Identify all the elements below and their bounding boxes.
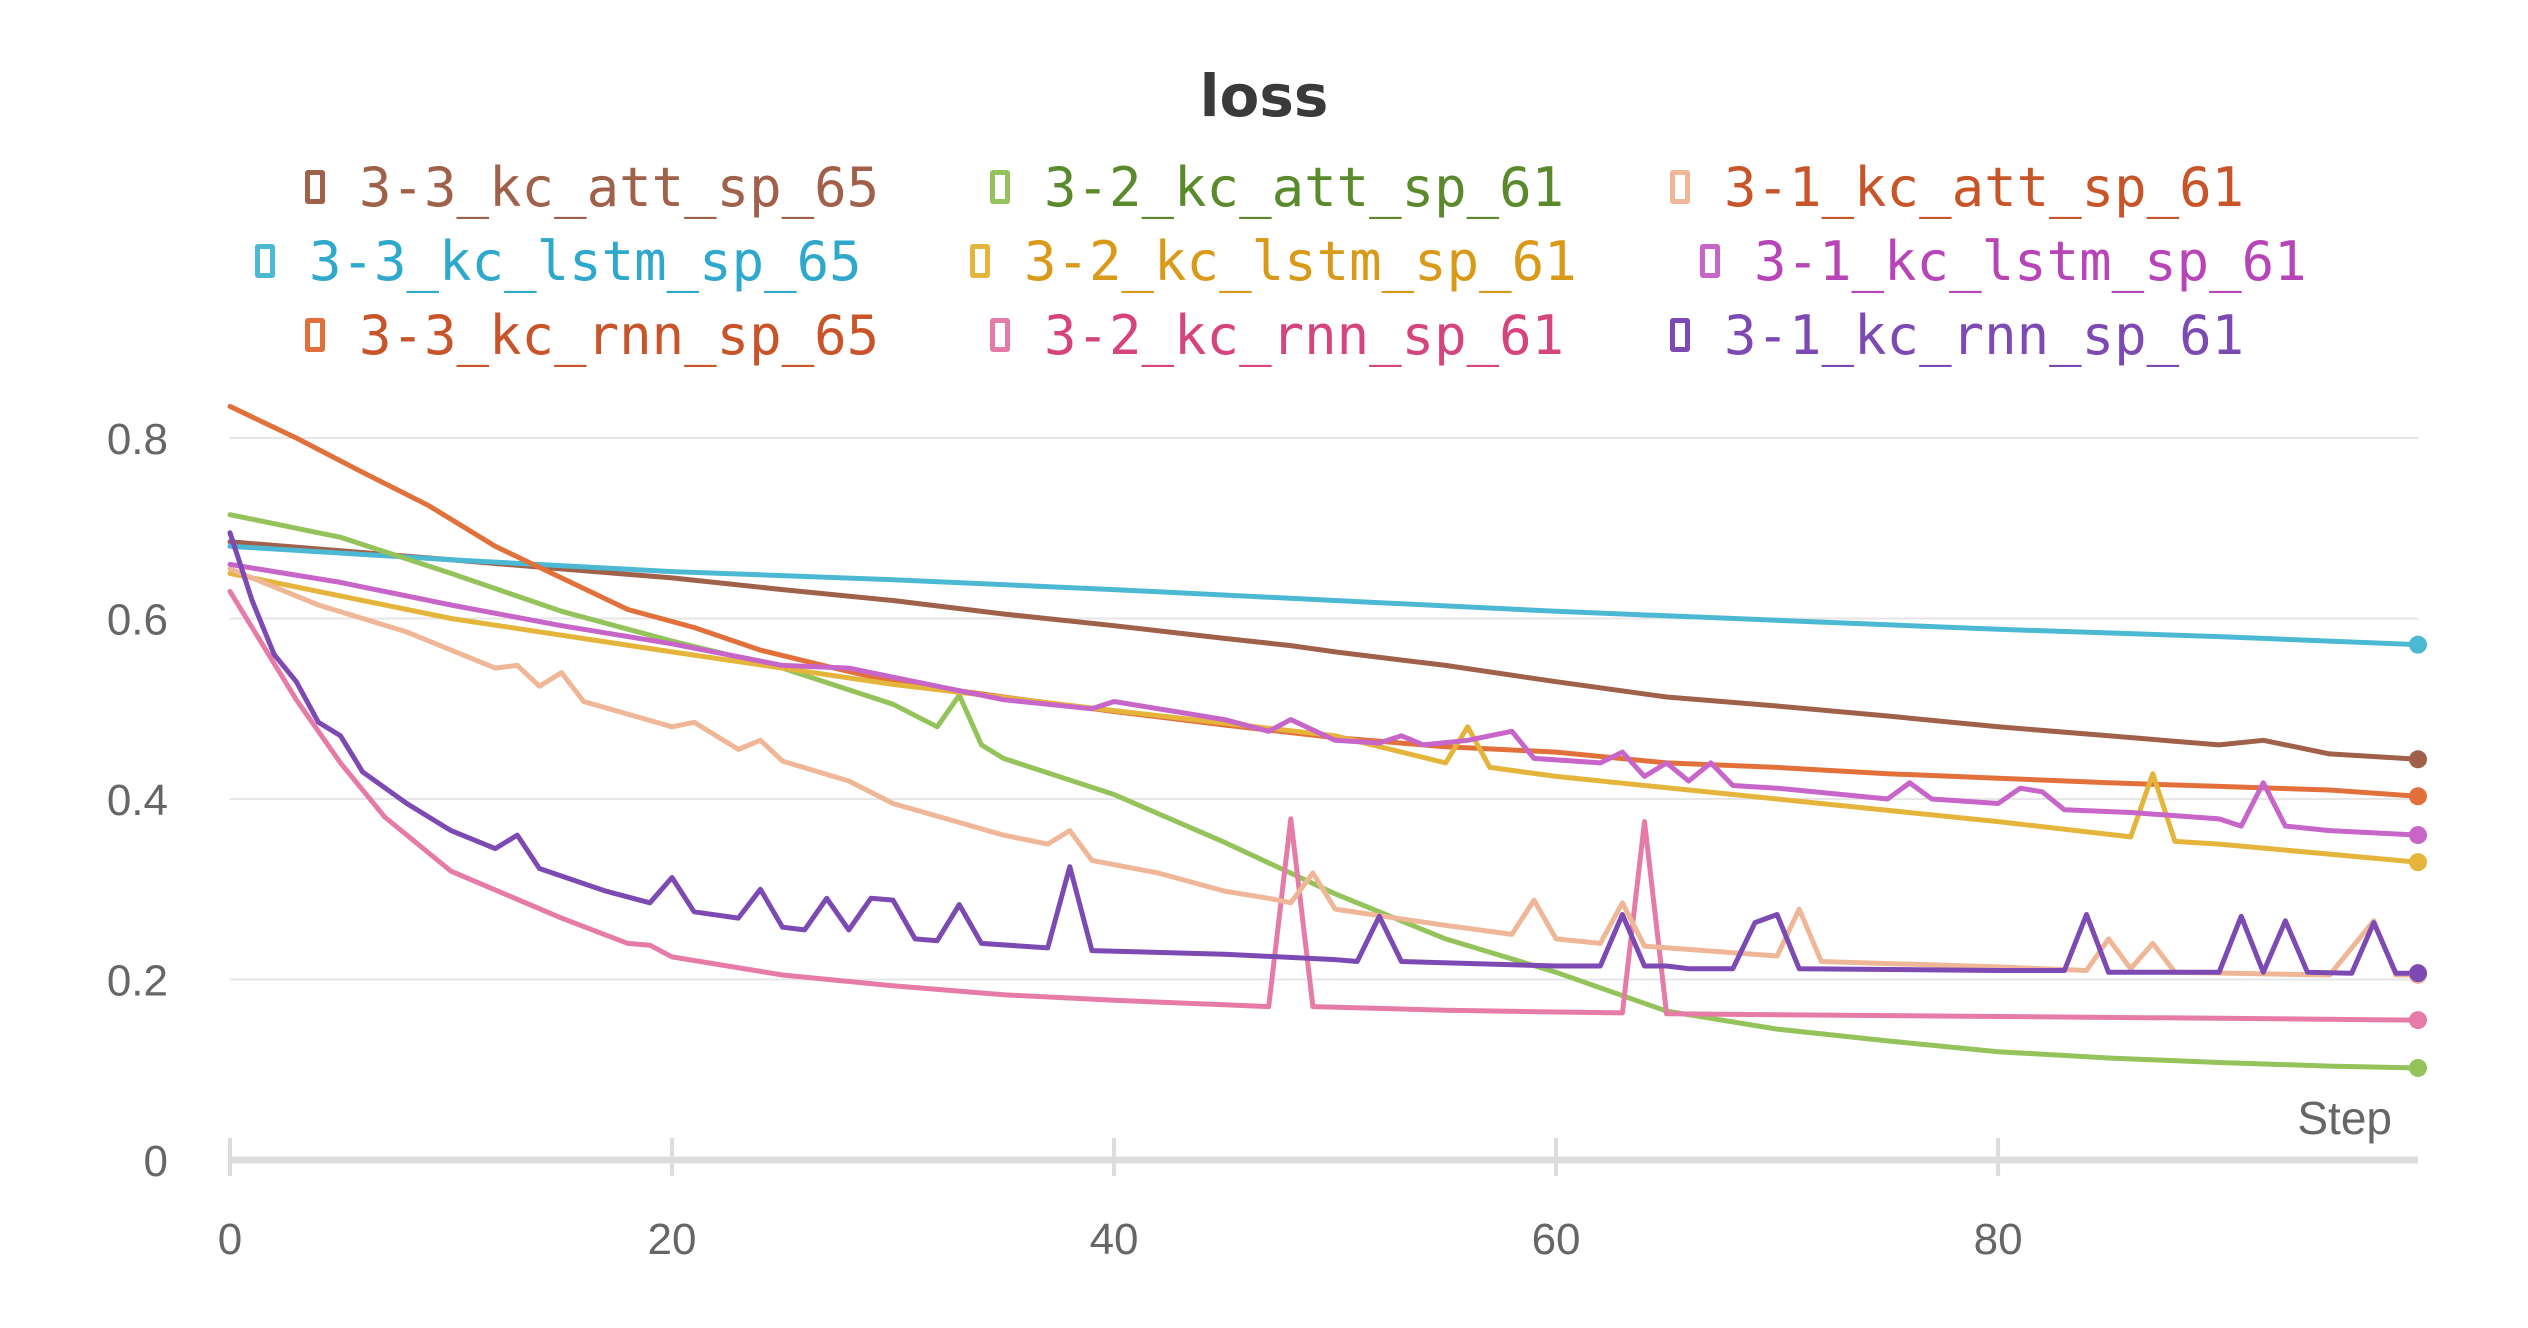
legend-swatch-icon [305, 318, 325, 352]
legend-label: 3-3_kc_rnn_sp_65 [359, 303, 880, 367]
legend-row: 3-3_kc_lstm_sp_65 3-2_kc_lstm_sp_61 3-1_kc… [0, 224, 2528, 298]
legend-swatch-icon [970, 244, 990, 278]
series-line-3-2_kc_rnn_sp_61 [227, 588, 2421, 1023]
legend-label: 3-1_kc_lstm_sp_61 [1754, 229, 2307, 293]
series-endpoint-3-3_kc_rnn_sp_65 [2409, 787, 2427, 806]
legend-row: 3-3_kc_att_sp_65 3-2_kc_att_sp_61 3-1_kc_a… [0, 150, 2528, 224]
series-endpoint-3-1_kc_lstm_sp_61 [2409, 826, 2427, 845]
legend-label: 3-3_kc_lstm_sp_65 [309, 229, 862, 293]
legend-swatch-icon [990, 170, 1010, 204]
legend-item[interactable]: 3-3_kc_lstm_sp_65 [255, 224, 862, 298]
series-line-3-2_kc_lstm_sp_61 [227, 570, 2421, 865]
legend-item[interactable]: 3-1_kc_att_sp_61 [1670, 150, 2244, 224]
legend-swatch-icon [1670, 170, 1690, 204]
series-endpoint-3-2_kc_att_sp_61 [2409, 1058, 2427, 1077]
series-line-3-1_kc_lstm_sp_61 [227, 561, 2421, 838]
legend-item[interactable]: 3-1_kc_rnn_sp_61 [1670, 298, 2244, 372]
legend-swatch-icon [305, 170, 325, 204]
legend-swatch-icon [1670, 318, 1690, 352]
legend-row: 3-3_kc_rnn_sp_65 3-2_kc_rnn_sp_61 3-1_kc_r… [0, 298, 2528, 372]
legend-label: 3-2_kc_att_sp_61 [1044, 155, 1565, 219]
x-tick-label: 20 [648, 1215, 697, 1264]
x-tick-label: 0 [218, 1215, 242, 1264]
x-tick-label: 40 [1090, 1215, 1139, 1264]
legend-swatch-icon [1700, 244, 1720, 278]
legend-label: 3-2_kc_rnn_sp_61 [1044, 303, 1565, 367]
legend-item[interactable]: 3-1_kc_lstm_sp_61 [1700, 224, 2307, 298]
legend-item[interactable]: 3-3_kc_rnn_sp_65 [305, 298, 879, 372]
legend-item[interactable]: 3-2_kc_att_sp_61 [990, 150, 1564, 224]
series-line-3-3_kc_att_sp_65 [227, 539, 2421, 762]
legend-label: 3-1_kc_att_sp_61 [1724, 155, 2245, 219]
series-line-3-3_kc_lstm_sp_65 [227, 543, 2421, 648]
legend-swatch-icon [990, 318, 1010, 352]
x-tick-label: 80 [1974, 1215, 2023, 1264]
series-endpoint-3-1_kc_rnn_sp_61 [2409, 964, 2427, 983]
x-axis-label: Step [2297, 1092, 2392, 1144]
legend-label: 3-1_kc_rnn_sp_61 [1724, 303, 2245, 367]
legend-item[interactable]: 3-3_kc_att_sp_65 [305, 150, 879, 224]
series-endpoint-3-2_kc_lstm_sp_61 [2409, 853, 2427, 872]
y-tick-label: 0.6 [107, 596, 168, 645]
legend-label: 3-3_kc_att_sp_65 [359, 155, 880, 219]
legend-label: 3-2_kc_lstm_sp_61 [1024, 229, 1577, 293]
legend-swatch-icon [255, 244, 275, 278]
legend-item[interactable]: 3-2_kc_rnn_sp_61 [990, 298, 1564, 372]
y-tick-label: 0.4 [107, 776, 168, 825]
chart-title: loss [1199, 62, 1329, 130]
x-tick-label: 60 [1532, 1215, 1581, 1264]
series-endpoint-3-3_kc_att_sp_65 [2409, 750, 2427, 769]
series-line-3-2_kc_att_sp_61 [227, 512, 2421, 1071]
y-tick-label: 0.8 [107, 415, 168, 464]
series-endpoint-3-2_kc_rnn_sp_61 [2409, 1011, 2427, 1030]
series-line-3-1_kc_rnn_sp_61 [227, 530, 2421, 976]
y-tick-label: 0.2 [107, 957, 168, 1006]
legend-item[interactable]: 3-2_kc_lstm_sp_61 [970, 224, 1577, 298]
series-endpoint-3-3_kc_lstm_sp_65 [2409, 635, 2427, 654]
y-tick-label: 0 [144, 1137, 168, 1186]
